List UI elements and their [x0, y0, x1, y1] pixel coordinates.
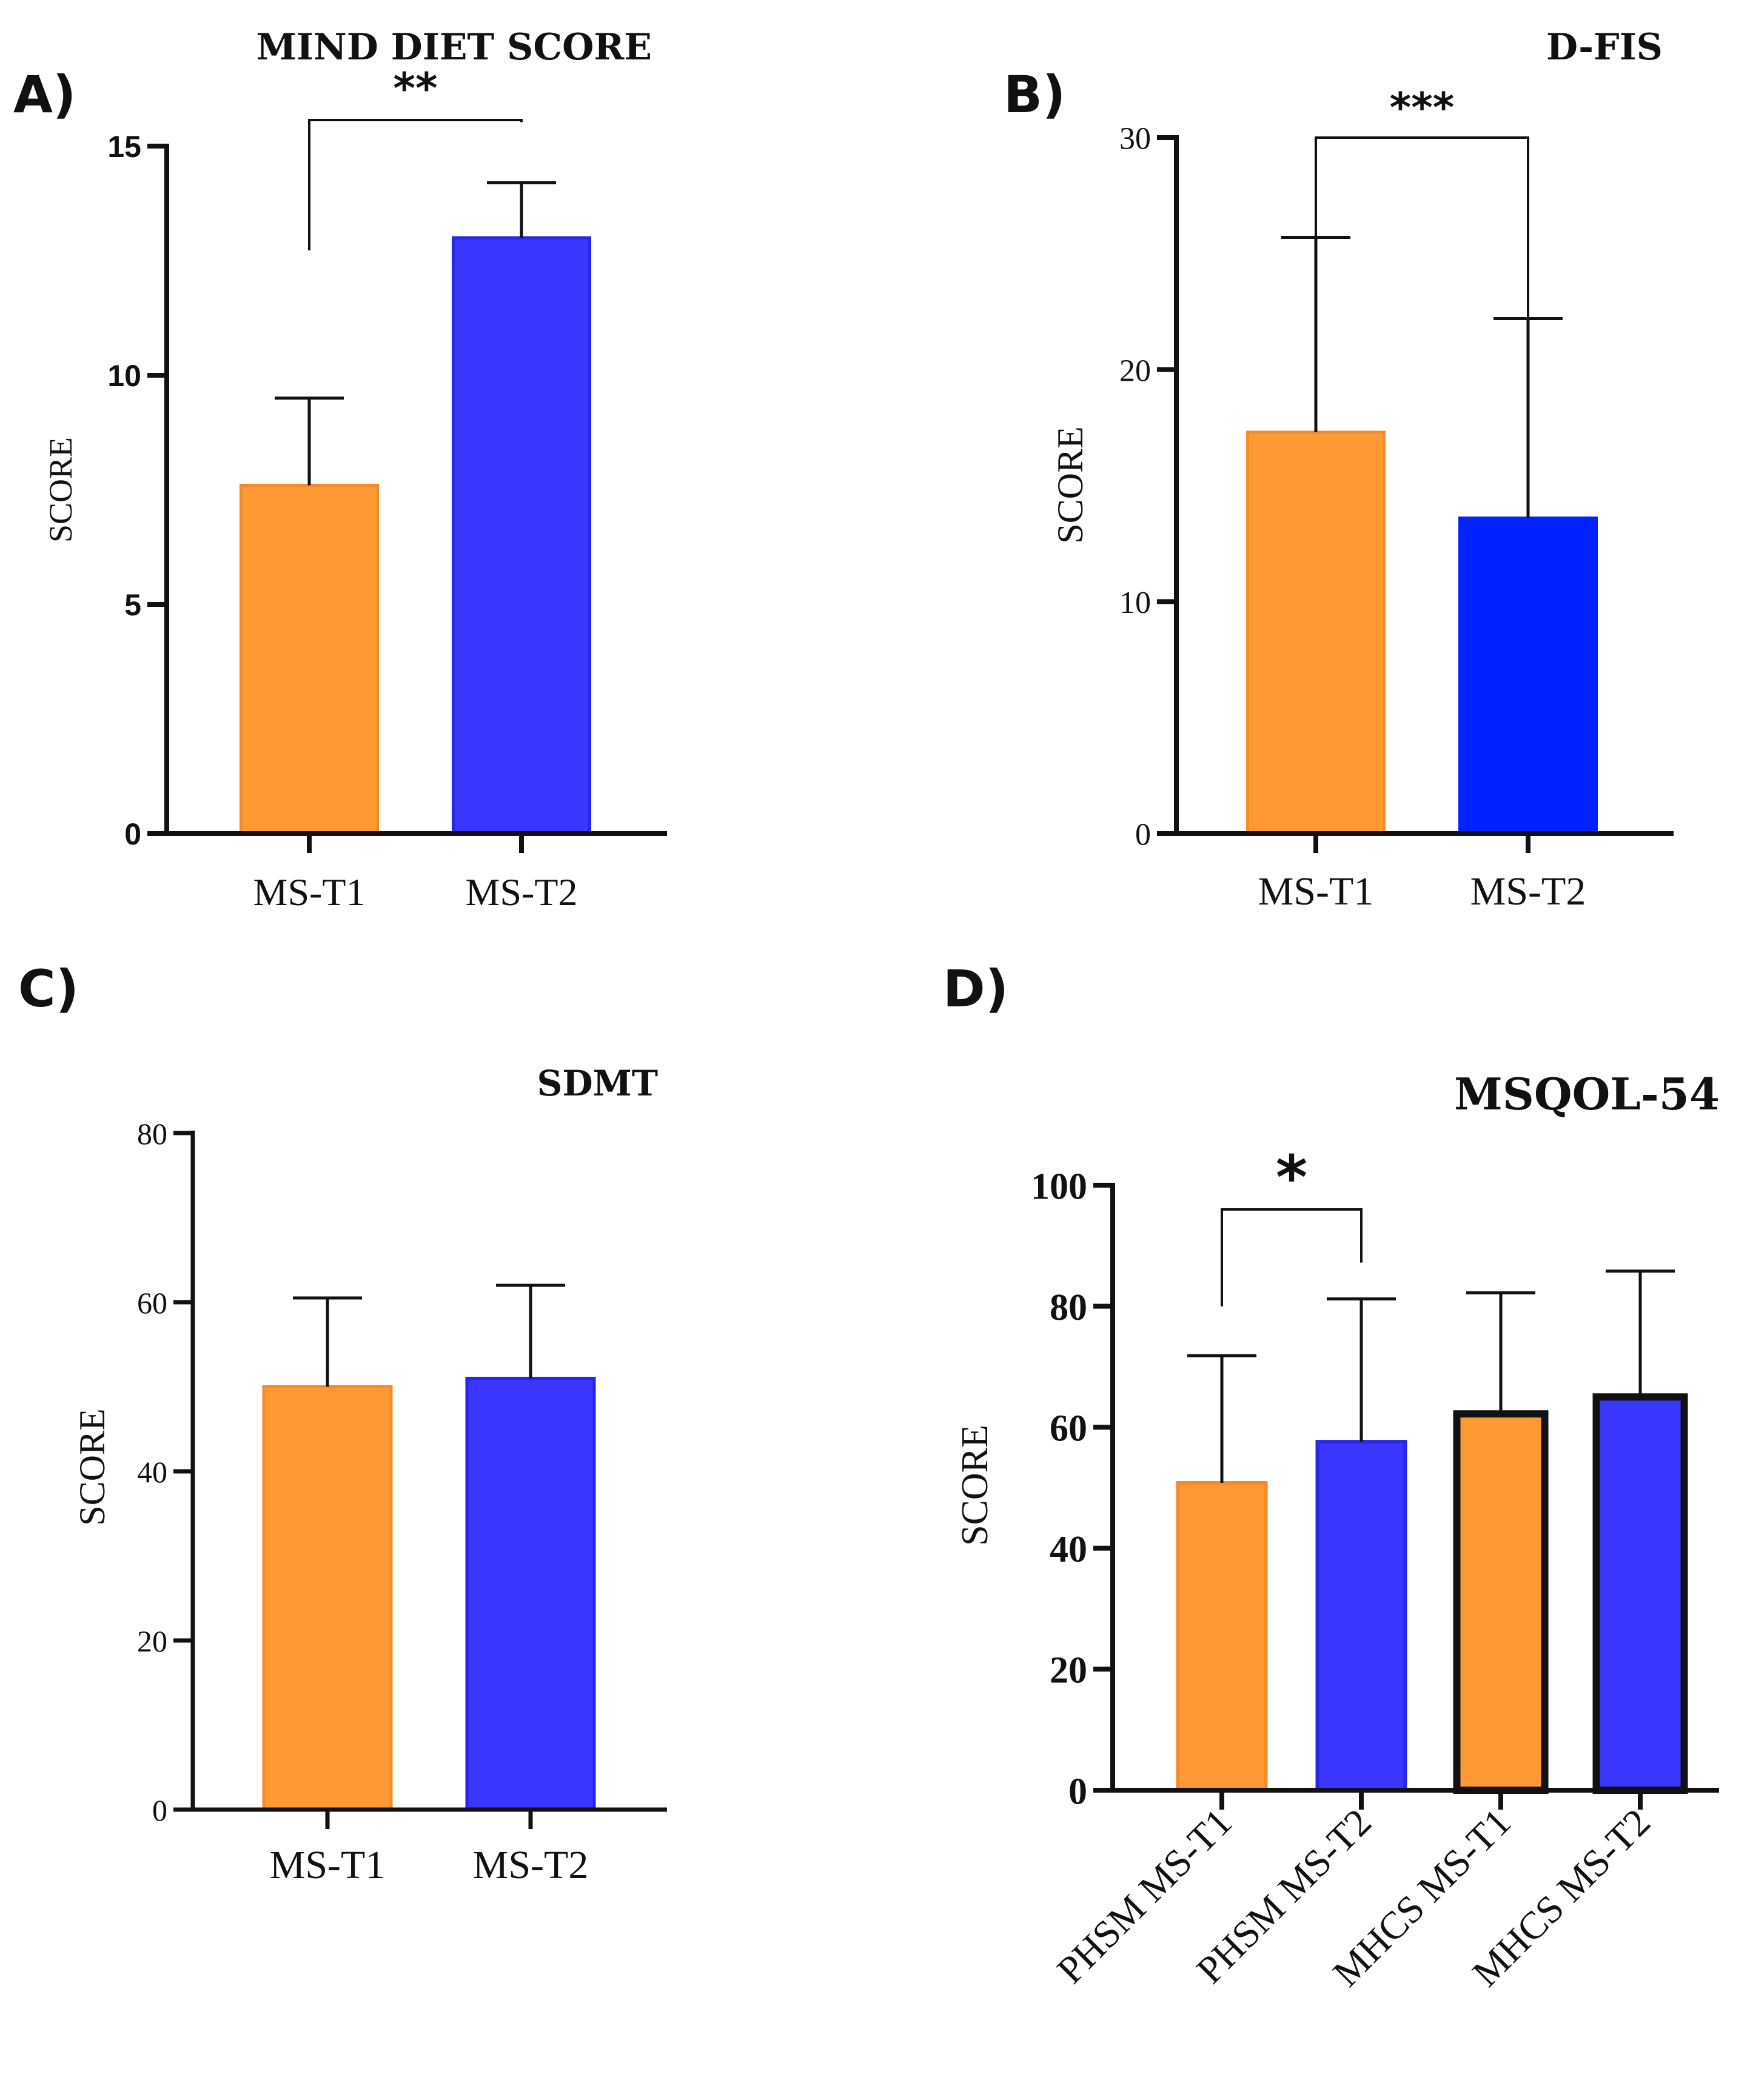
y-tick-label: 80 [1050, 1287, 1087, 1328]
panel-letter: B) [1004, 65, 1065, 124]
y-tick-label: 20 [1119, 353, 1151, 388]
chart-title: MSQOL-54 [1454, 1068, 1720, 1120]
chart-panel-b: B) D-FIS SCORE 0 10 20 30 MS-T1 MS-T2 *** [1004, 26, 1674, 914]
significance-label: ** [393, 64, 437, 113]
bar-ms-t2 [465, 1377, 596, 1811]
y-tick-label: 0 [1068, 1771, 1087, 1812]
y-tick-label: 0 [152, 1793, 167, 1827]
bar-phsm-ms-t1 [1176, 1481, 1268, 1793]
category-label: MS-T1 [253, 871, 366, 914]
bar-mhcs-ms-t2 [1592, 1393, 1688, 1794]
significance-bracket [1221, 1208, 1363, 1306]
bar-ms-t2 [1458, 517, 1598, 835]
chart-title: MIND DIET SCORE [256, 26, 652, 69]
bar-ms-t1 [262, 1385, 393, 1811]
y-tick-label: 40 [1050, 1529, 1087, 1570]
panel-letter: A) [13, 65, 76, 124]
bar-phsm-ms-t2 [1315, 1440, 1407, 1793]
chart-title: SDMT [537, 1063, 658, 1104]
significance-label: *** [1390, 84, 1455, 132]
significance-bracket [308, 119, 523, 250]
y-tick-label: 60 [137, 1286, 167, 1320]
significance-label: * [1276, 1142, 1307, 1213]
panel-letter: D) [943, 959, 1008, 1018]
category-label: MS-T2 [1470, 869, 1586, 914]
category-label: MS-T2 [473, 1843, 589, 1887]
panel-letter: C) [18, 959, 79, 1018]
y-axis-title: SCORE [954, 1425, 996, 1546]
y-tick-label: 10 [1119, 586, 1151, 620]
category-label: MS-T1 [270, 1843, 386, 1887]
y-tick-label: 0 [1135, 818, 1151, 852]
y-tick-label: 60 [1050, 1408, 1087, 1450]
y-axis-title: SCORE [72, 1408, 112, 1525]
bar-ms-t1 [240, 483, 379, 835]
y-tick-label: 15 [107, 130, 141, 164]
y-axis-title: SCORE [1050, 426, 1090, 543]
y-tick-label: 5 [124, 588, 141, 622]
bar-ms-t1 [1246, 430, 1386, 835]
y-axis-title: SCORE [42, 437, 79, 543]
category-label: MS-T2 [466, 871, 578, 914]
y-tick-label: 40 [137, 1455, 167, 1489]
bar-mhcs-ms-t1 [1453, 1410, 1549, 1794]
y-tick-label: 100 [1031, 1166, 1087, 1207]
y-tick-label: 20 [137, 1624, 167, 1658]
y-tick-label: 30 [1119, 122, 1151, 156]
y-tick-label: 80 [137, 1117, 167, 1151]
y-tick-label: 10 [107, 359, 141, 393]
chart-title: D-FIS [1546, 26, 1663, 69]
y-tick-label: 20 [1050, 1650, 1087, 1691]
category-label: MS-T1 [1258, 869, 1374, 914]
bar-ms-t2 [452, 236, 591, 835]
y-tick-label: 0 [124, 817, 141, 851]
chart-panel-a: A) MIND DIET SCORE SCORE 0 5 10 15 MS-T1 MS-T2 ** [13, 26, 667, 914]
chart-panel-c: C) SDMT SCORE 0 20 40 60 80 MS-T1 MS-T2 [18, 959, 667, 1887]
significance-bracket [1315, 136, 1529, 386]
